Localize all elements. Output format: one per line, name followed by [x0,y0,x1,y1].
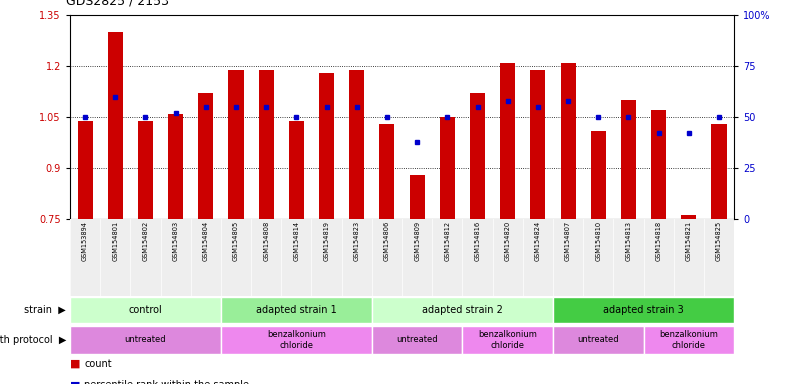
Bar [70,297,221,323]
Bar [198,93,213,219]
Text: count: count [84,359,112,369]
Text: GSM154819: GSM154819 [324,221,329,261]
Bar [651,110,667,219]
Bar [288,121,304,219]
Bar [462,326,553,354]
Text: percentile rank within the sample: percentile rank within the sample [84,380,249,384]
Text: control: control [129,305,162,315]
Bar [621,100,636,219]
Text: adapted strain 1: adapted strain 1 [256,305,336,315]
Text: GSM154821: GSM154821 [686,221,692,261]
Text: GSM154802: GSM154802 [142,221,149,262]
Text: growth protocol  ▶: growth protocol ▶ [0,335,66,345]
Text: GSM154801: GSM154801 [112,221,118,261]
Text: benzalkonium
chloride: benzalkonium chloride [659,330,718,349]
Text: GSM154805: GSM154805 [233,221,239,262]
Bar [531,70,545,219]
Bar [410,175,424,219]
Bar [560,63,575,219]
Bar [221,326,372,354]
Text: GSM154825: GSM154825 [716,221,722,262]
Bar [711,124,726,219]
Text: benzalkonium
chloride: benzalkonium chloride [267,330,326,349]
Text: adapted strain 2: adapted strain 2 [422,305,503,315]
Text: GSM154818: GSM154818 [656,221,662,261]
Text: GSM154809: GSM154809 [414,221,421,261]
Text: GSM154816: GSM154816 [475,221,480,261]
Bar [440,117,455,219]
Text: adapted strain 3: adapted strain 3 [603,305,684,315]
Bar [553,297,734,323]
Bar [380,124,395,219]
Bar [470,93,485,219]
Bar [591,131,606,219]
Bar [108,32,123,219]
Bar [349,70,364,219]
Text: untreated: untreated [396,335,438,344]
Bar [319,73,334,219]
Bar [70,326,221,354]
Text: GSM154823: GSM154823 [354,221,360,261]
Bar [372,326,462,354]
Text: GSM154804: GSM154804 [203,221,209,262]
Text: GSM153894: GSM153894 [82,221,88,261]
Text: untreated: untreated [578,335,619,344]
Text: GSM154803: GSM154803 [173,221,178,261]
Text: GSM154820: GSM154820 [505,221,511,262]
Bar [500,63,516,219]
Text: GSM154813: GSM154813 [626,221,631,261]
Text: GSM154812: GSM154812 [444,221,450,261]
Text: GSM154824: GSM154824 [535,221,541,262]
Bar [681,215,696,219]
Text: ■: ■ [70,380,80,384]
Bar [78,121,93,219]
Bar [229,70,244,219]
Text: GSM154807: GSM154807 [565,221,571,262]
Text: benzalkonium
chloride: benzalkonium chloride [478,330,537,349]
Text: GSM154806: GSM154806 [384,221,390,262]
Text: untreated: untreated [125,335,167,344]
Bar [168,114,183,219]
Text: GSM154808: GSM154808 [263,221,269,262]
Bar [372,297,553,323]
Bar [138,121,153,219]
Bar [644,326,734,354]
Bar [221,297,372,323]
Bar [553,326,644,354]
Text: GDS2825 / 2153: GDS2825 / 2153 [66,0,169,8]
Text: ■: ■ [70,359,80,369]
Text: strain  ▶: strain ▶ [24,305,66,315]
Text: GSM154814: GSM154814 [293,221,299,261]
Text: GSM154810: GSM154810 [595,221,601,261]
Bar [259,70,274,219]
